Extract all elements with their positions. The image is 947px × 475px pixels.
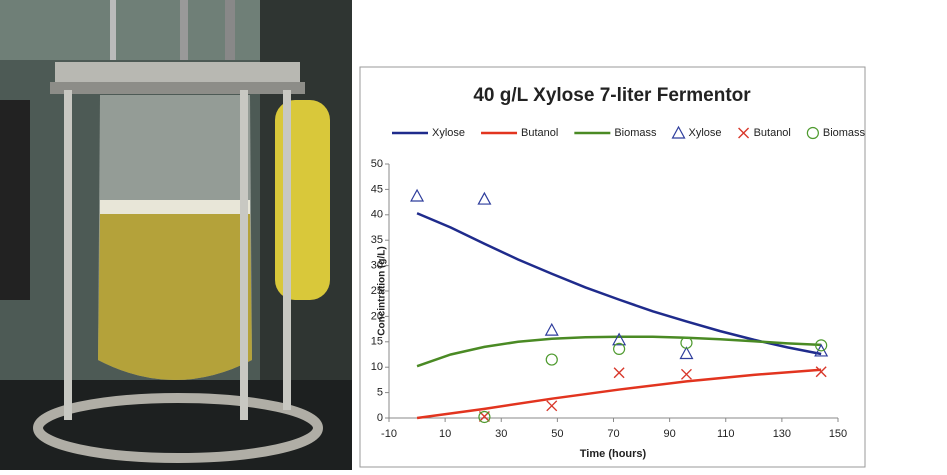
x-tick-label: 90 [664, 428, 676, 440]
y-tick-label: 50 [371, 158, 383, 170]
legend-marker [738, 127, 750, 139]
data-point [477, 191, 492, 205]
data-point [680, 368, 692, 380]
data-point [612, 332, 627, 346]
chart-frame [359, 66, 866, 468]
legend-marker [806, 126, 819, 140]
x-tick-label: 150 [829, 428, 847, 440]
fermentor-photo [0, 0, 352, 470]
legend-label: Biomass [823, 127, 866, 139]
data-point [613, 367, 625, 379]
x-axis-title: Time (hours) [580, 448, 647, 460]
y-tick-label: 30 [371, 260, 383, 272]
x-tick-label: 10 [439, 428, 451, 440]
series-line [416, 335, 822, 368]
y-tick-label: 40 [371, 209, 383, 221]
data-point [410, 188, 425, 202]
series-line [416, 368, 822, 420]
x-tick-label: 110 [717, 428, 735, 440]
y-tick-label: 35 [371, 234, 383, 246]
chart-title: 40 g/L Xylose 7-liter Fermentor [473, 85, 751, 106]
data-point [544, 322, 559, 336]
data-point [679, 346, 694, 360]
y-tick-label: 45 [371, 183, 383, 195]
legend-marker [671, 125, 686, 139]
legend-label: Butanol [754, 127, 791, 139]
y-tick-label: 15 [371, 336, 383, 348]
x-tick-label: 30 [495, 428, 507, 440]
y-tick-label: 25 [371, 285, 383, 297]
y-tick-label: 20 [371, 310, 383, 322]
legend-label: Xylose [689, 127, 722, 139]
data-point [545, 353, 558, 366]
legend-label: Butanol [521, 127, 558, 139]
y-tick-label: 10 [371, 361, 383, 373]
y-axis-title: Concintration (g/L) [377, 246, 388, 335]
data-point [815, 339, 828, 352]
x-tick-label: 130 [773, 428, 791, 440]
x-tick-label: -10 [381, 428, 397, 440]
x-tick-label: 70 [607, 428, 619, 440]
data-point [680, 336, 693, 349]
y-tick-label: 5 [377, 387, 383, 399]
y-tick-label: 0 [377, 412, 383, 424]
series-line [416, 212, 822, 356]
legend-label: Xylose [432, 127, 465, 139]
legend-label: Biomass [614, 127, 657, 139]
data-point [478, 410, 491, 424]
data-point [815, 366, 827, 378]
data-point [613, 342, 626, 356]
x-tick-label: 50 [551, 428, 563, 440]
data-point [546, 400, 558, 412]
